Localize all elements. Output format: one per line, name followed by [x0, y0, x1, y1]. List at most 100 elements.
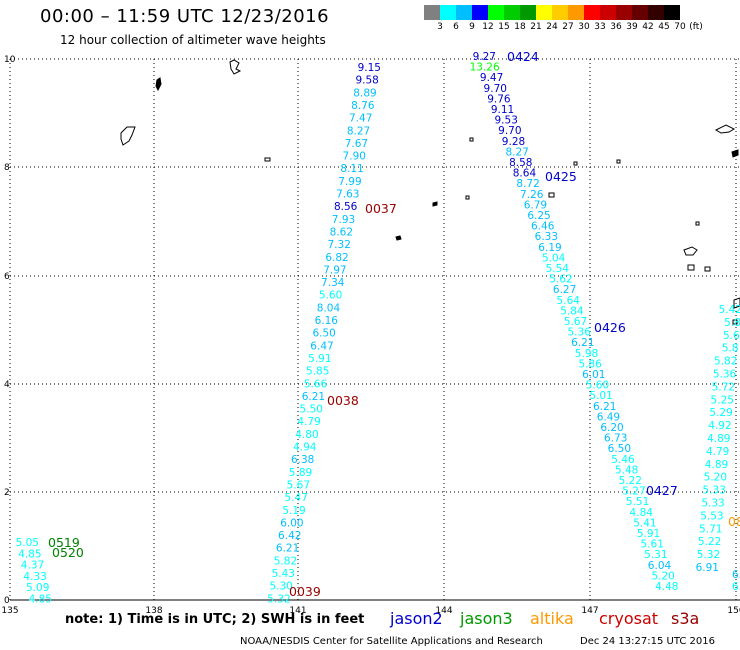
- track-a-value: 5.85: [306, 366, 329, 378]
- track-a-value: 5.47: [285, 492, 308, 504]
- track-a-value: 6.82: [325, 252, 348, 264]
- time-label: 08: [728, 514, 740, 529]
- track-a-value: 4.94: [293, 442, 317, 454]
- track-b-value: 6.25: [527, 210, 550, 222]
- x-tick-label: 147: [581, 606, 598, 616]
- satellite-legend-jason2: jason2: [390, 609, 443, 628]
- track-c-value: 5.71: [699, 523, 722, 535]
- track-b-value: 5.20: [651, 570, 674, 582]
- track-c-value: 4.89: [707, 433, 730, 445]
- track-b-value: 4.84: [630, 507, 654, 519]
- track-a-value: 8.11: [340, 163, 363, 175]
- track-b-value: 6.04: [648, 560, 672, 572]
- track-a-value: 6.00: [280, 517, 303, 529]
- color-scale-label: 3: [437, 22, 443, 32]
- color-scale-label: 24: [546, 22, 558, 32]
- color-scale-swatch: [568, 5, 584, 20]
- track-b-value: 6.79: [524, 199, 547, 211]
- track-a-value: 8.56: [334, 201, 358, 213]
- color-scale-label: 18: [514, 22, 526, 32]
- track-c-extra-value: 6.: [732, 581, 740, 593]
- track-c-value: 5.82: [714, 356, 737, 368]
- track-c-value: 5.8: [722, 343, 739, 355]
- track-a-value: 5.50: [300, 404, 323, 416]
- satellite-legend-s3a: s3a: [671, 609, 700, 628]
- track-a-value: 6.21: [276, 543, 299, 555]
- time-label: 0427: [646, 483, 678, 498]
- color-scale-label: 36: [610, 22, 622, 32]
- x-tick-label: 150: [727, 606, 740, 616]
- track-b-value: 9.11: [491, 104, 514, 116]
- track-b-value: 5.41: [633, 517, 656, 529]
- time-label: 0519: [48, 535, 80, 550]
- track-a-value: 9.58: [355, 75, 378, 87]
- track-a-value: 5.82: [274, 555, 297, 567]
- track-b-value: 5.31: [644, 549, 667, 561]
- track-b-value: 5.61: [641, 539, 664, 551]
- track-c-value: 5.33: [701, 498, 724, 510]
- track-b-value: 5.67: [564, 316, 587, 328]
- track-c-value: 4.79: [706, 446, 729, 458]
- color-scale-label: 27: [562, 22, 574, 32]
- track-d-value: 5.09: [26, 582, 49, 594]
- satellite-legend-cryosat: cryosat: [599, 609, 659, 628]
- track-a-value: 5.66: [304, 378, 328, 390]
- color-scale-bar: [424, 5, 680, 20]
- track-d-value: 4.37: [21, 560, 44, 572]
- track-a-value: 4.79: [297, 416, 320, 428]
- track-a-value: 6.21: [302, 391, 325, 403]
- track-a-value: 8.04: [317, 302, 341, 314]
- color-scale-swatch: [504, 5, 520, 20]
- color-scale-label: 21: [530, 22, 542, 32]
- color-scale-label: 70: [674, 22, 686, 32]
- axis-ticks: 135 138 141 144 147 150 0 2 4 6 8 10: [1, 55, 740, 616]
- track-c-value: 5.32: [697, 549, 720, 561]
- track-b-value: 9.27: [473, 51, 496, 63]
- track-a-value: 6.42: [278, 530, 301, 542]
- track-b-value: 5.60: [586, 380, 609, 392]
- color-scale-swatch: [488, 5, 504, 20]
- track-c-value: 5.53: [700, 510, 723, 522]
- track-b-value: 6.50: [608, 443, 631, 455]
- track-a-value: 6.38: [291, 454, 314, 466]
- track-b-value: 6.21: [571, 337, 594, 349]
- track-b-value: 5.91: [637, 528, 660, 540]
- track-d-value: 4.85: [29, 594, 52, 606]
- track-c-value: 5.29: [709, 407, 732, 419]
- color-scale-swatch: [664, 5, 680, 20]
- track-a-value: 5.32: [267, 593, 290, 605]
- track-a-value: 8.62: [330, 226, 353, 238]
- track-a-value: 7.99: [338, 176, 361, 188]
- track-b-value: 5.22: [619, 475, 642, 487]
- track-a-value: 8.27: [347, 125, 370, 137]
- track-b-value: 6.33: [535, 231, 558, 243]
- track-b-value: 5.46: [611, 454, 635, 466]
- time-label: 0039: [289, 584, 321, 599]
- track-c-value: 4.92: [708, 420, 731, 432]
- time-label: 0426: [594, 320, 626, 335]
- track-a-value: 5.30: [269, 581, 292, 593]
- track-b-value: 9.70: [484, 83, 507, 95]
- track-a-value: 7.34: [321, 277, 345, 289]
- track-c-value: 5.25: [711, 394, 734, 406]
- time-label: 0520: [52, 545, 84, 560]
- page-title: 00:00 – 11:59 UTC 12/23/2016: [40, 6, 330, 27]
- color-scale-unit: (ft): [689, 22, 703, 32]
- track-b-value: 6.49: [597, 411, 620, 423]
- lat-lon-grid: [9, 58, 740, 601]
- track-b-value: 5.48: [615, 464, 638, 476]
- track-b-value: 6.46: [531, 221, 555, 233]
- satellite-legend-jason3: jason3: [460, 609, 513, 628]
- island-outlines: [120, 59, 740, 325]
- track-b-value: 6.21: [593, 401, 616, 413]
- track-b-value: 5.62: [549, 274, 572, 286]
- track-b-value: 5.27: [622, 486, 645, 498]
- track-b-value: 6.19: [538, 242, 561, 254]
- track-b-value: 9.28: [502, 136, 525, 148]
- track-a-value: 7.93: [332, 214, 355, 226]
- track-a-value: 6.50: [312, 328, 335, 340]
- y-tick-label: 4: [4, 380, 10, 390]
- track-a-value: 5.60: [319, 290, 342, 302]
- track-c-value: 5.36: [713, 369, 737, 381]
